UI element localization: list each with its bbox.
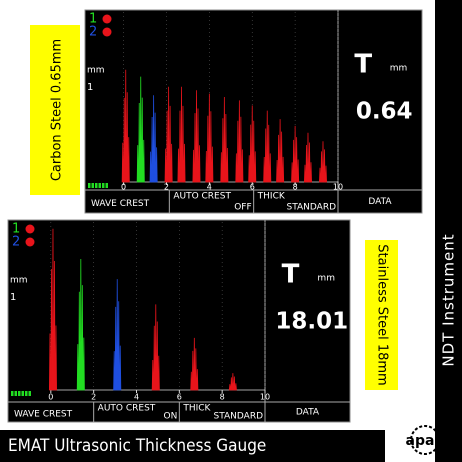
echo-peak xyxy=(276,119,285,183)
echo-peak xyxy=(48,228,57,391)
echo-peak xyxy=(220,96,229,183)
left-label: Carbon Steel 0.65mm xyxy=(50,39,65,181)
x-tick-label: 2 xyxy=(164,183,169,192)
readout-value: 18.01 xyxy=(275,309,348,335)
menu-item: AUTO CREST xyxy=(98,404,156,414)
battery-cell xyxy=(102,183,105,188)
battery-cell xyxy=(21,391,24,396)
x-tick-label: 4 xyxy=(134,393,139,402)
channel-label: 2 xyxy=(12,235,20,250)
side-banner: NDT Instrument xyxy=(440,233,458,366)
readout-value: 0.64 xyxy=(356,99,413,125)
side-banner-bg xyxy=(435,0,462,462)
gain-label: 1 xyxy=(87,82,93,93)
channel-label: 1 xyxy=(89,12,97,27)
x-tick-label: 0 xyxy=(48,393,53,402)
battery-cell xyxy=(98,183,101,188)
echo-peak xyxy=(318,141,328,183)
menu-state: STANDARD xyxy=(213,412,263,422)
channel-indicator xyxy=(102,27,112,37)
right-label-bg xyxy=(365,240,398,390)
battery-cell xyxy=(105,183,108,188)
echo-peak xyxy=(190,337,199,391)
x-tick-label: 8 xyxy=(293,183,298,192)
echo-peak xyxy=(121,69,130,183)
battery-cell xyxy=(14,391,17,396)
x-tick-label: 0 xyxy=(121,183,126,192)
logo: apan xyxy=(406,433,445,449)
echo-peak xyxy=(76,258,85,391)
battery-cell xyxy=(28,391,31,396)
menu-item: DATA xyxy=(296,408,320,418)
echo-peak xyxy=(263,110,272,183)
echo-peak xyxy=(136,76,145,183)
screen-bg xyxy=(7,219,351,423)
echo-peak xyxy=(228,373,237,391)
echo-peak xyxy=(192,90,201,183)
battery-cell xyxy=(91,183,94,188)
channel-indicator xyxy=(25,237,35,247)
bottom-banner: EMAT Ultrasonic Thickness Gauge xyxy=(8,436,266,456)
echo-peak xyxy=(149,95,158,183)
battery-cell xyxy=(25,391,28,396)
battery-cell xyxy=(88,183,91,188)
channel-indicator xyxy=(25,224,35,234)
readout-symbol: T xyxy=(282,260,300,290)
readout-unit: mm xyxy=(317,274,335,284)
echo-peak xyxy=(303,132,312,183)
x-tick-label: 2 xyxy=(91,393,96,402)
bottom-banner-bg xyxy=(0,430,385,462)
readout-symbol: T xyxy=(354,50,372,80)
channel-label: 1 xyxy=(12,222,20,237)
echo-peak xyxy=(164,86,173,183)
menu-state: ON xyxy=(164,412,178,422)
gain-label: 1 xyxy=(10,292,16,303)
menu-item: THICK xyxy=(182,404,211,414)
echo-peak xyxy=(151,304,160,391)
menu-item: DATA xyxy=(368,197,392,207)
x-tick-label: 4 xyxy=(207,183,212,192)
channel-indicator xyxy=(102,14,112,24)
unit-label: mm xyxy=(87,66,105,76)
menu-state: OFF xyxy=(234,203,251,213)
x-tick-label: 10 xyxy=(260,393,270,402)
menu-item: WAVE CREST xyxy=(91,199,150,209)
menu-item: AUTO CREST xyxy=(173,192,231,202)
x-tick-label: 10 xyxy=(333,183,343,192)
menu-item: WAVE CREST xyxy=(14,410,73,420)
x-tick-label: 6 xyxy=(250,183,255,192)
echo-peak xyxy=(291,125,300,183)
battery-cell xyxy=(18,391,21,396)
menu-item: THICK xyxy=(257,192,286,202)
echo-peak xyxy=(205,93,214,183)
echo-peak xyxy=(235,100,244,183)
unit-label: mm xyxy=(10,276,28,286)
logo-ring xyxy=(410,425,440,455)
right-label: Stainless Steel 18mm xyxy=(375,244,390,385)
channel-label: 2 xyxy=(89,25,97,40)
echo-peak xyxy=(177,86,186,183)
echo-peak xyxy=(113,279,122,391)
readout-unit: mm xyxy=(390,64,408,74)
x-tick-label: 8 xyxy=(220,393,225,402)
battery-cell xyxy=(11,391,14,396)
echo-peak xyxy=(248,105,257,183)
battery-cell xyxy=(95,183,98,188)
menu-state: STANDARD xyxy=(286,203,336,213)
left-label-bg xyxy=(30,25,80,195)
x-tick-label: 6 xyxy=(177,393,182,402)
